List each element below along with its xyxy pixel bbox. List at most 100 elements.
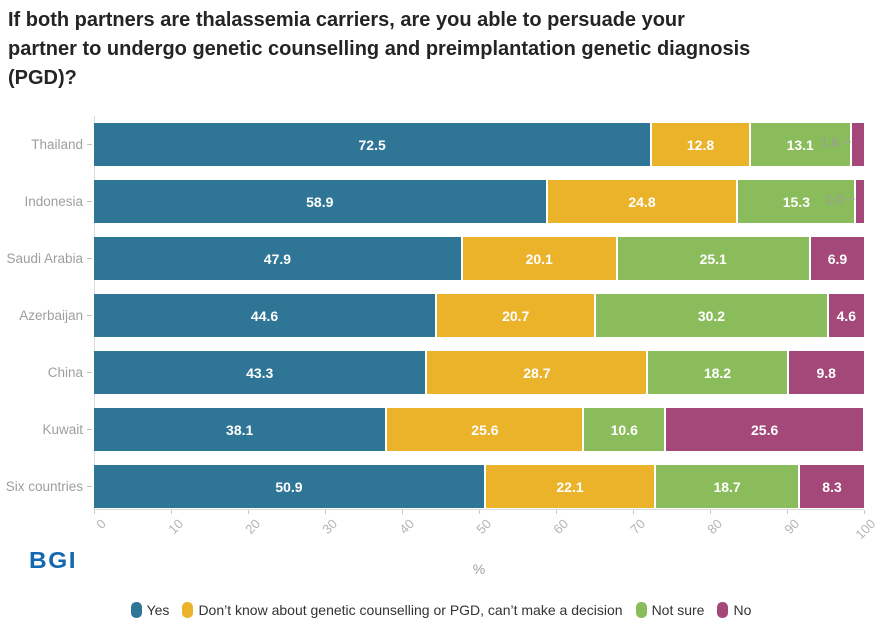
category-label: Saudi Arabia: [0, 237, 92, 280]
x-tick-label: 70: [626, 516, 648, 537]
legend-item: Not sure: [635, 602, 705, 618]
bar-segment: 10.6: [584, 408, 667, 451]
bar-segment: 4.6: [828, 294, 864, 337]
segment-value: 1.0: [825, 191, 844, 207]
x-tick-label: 30: [318, 516, 340, 537]
segment-value: 28.7: [523, 364, 551, 381]
chart-title: If both partners are thalassemia carrier…: [8, 6, 874, 93]
bar-segment: 47.9: [94, 237, 463, 280]
x-tick-label: 10: [164, 516, 186, 537]
category-label-text: Indonesia: [24, 194, 83, 209]
segment-value: 13.1: [786, 136, 814, 153]
segment-value: 10.6: [610, 421, 638, 438]
legend-item: No: [717, 602, 751, 618]
category-label: Kuwait: [0, 408, 92, 451]
bar-row: 44.6 20.7 30.2 4.6: [94, 294, 864, 337]
segment-value: 25.6: [751, 421, 779, 438]
bar-segment: 13.1: [750, 123, 852, 166]
x-axis: % 0 10 20 30 40 50 60 70 80 90 100: [93, 509, 879, 599]
legend-label: Don’t know about genetic counselling or …: [198, 602, 623, 618]
segment-value: 30.2: [697, 307, 726, 324]
bgi-logo: BGI: [29, 547, 78, 573]
leader-line: [846, 198, 856, 200]
category-tick: [87, 486, 92, 487]
segment-value: 15.3: [782, 193, 810, 210]
segment-value: 12.8: [686, 136, 715, 153]
bar-segment: 25.6: [666, 408, 864, 451]
x-tick: [325, 510, 326, 514]
x-tick-label: 80: [703, 516, 725, 537]
category-label-text: Thailand: [31, 137, 83, 152]
legend-label: No: [733, 602, 752, 618]
bar-segment: 22.1: [485, 465, 657, 508]
bar-segment: 72.5: [94, 123, 653, 166]
bar-segment: 9.8: [788, 351, 864, 394]
category-label: Thailand: [0, 123, 92, 166]
bar-segment: 18.7: [656, 465, 801, 508]
category-label: Indonesia: [0, 180, 92, 223]
category-tick: [87, 315, 92, 316]
bar-row: 47.9 20.1 25.1 6.9: [94, 237, 864, 280]
category-label-text: China: [47, 365, 83, 380]
x-tick: [787, 510, 788, 514]
segment-value: 18.2: [703, 364, 732, 381]
segment-value: 4.6: [836, 307, 857, 324]
bar-segment: 44.6: [94, 294, 438, 337]
segment-value: 9.8: [816, 364, 836, 381]
segment-value: 20.7: [502, 307, 530, 324]
bar-segment: 20.7: [437, 294, 597, 337]
segment-value: 18.7: [713, 478, 741, 495]
x-tick: [402, 510, 403, 514]
legend-label: Not sure: [651, 602, 705, 618]
segment-value: 24.8: [628, 193, 656, 210]
x-tick: [94, 510, 95, 514]
category-label-text: Saudi Arabia: [6, 251, 83, 266]
legend-swatch: [635, 602, 647, 618]
bar-segment: 15.3: [738, 180, 857, 223]
x-tick: [710, 510, 711, 514]
bar-segment: 50.9: [94, 465, 486, 508]
outside-value-label: 1.6: [821, 135, 851, 150]
segment-value: 72.5: [358, 136, 386, 153]
category-label-text: Kuwait: [42, 422, 83, 437]
bar-segment: 58.9: [94, 180, 548, 223]
category-label-text: Azerbaijan: [19, 308, 83, 323]
legend-swatch: [182, 602, 194, 618]
bar-row: 72.5 12.8 13.1 1.6: [94, 123, 864, 166]
segment-value: 44.6: [250, 307, 279, 324]
x-tick: [248, 510, 249, 514]
segment-value: 50.9: [275, 478, 303, 495]
bar-segment: 6.9: [810, 237, 864, 280]
segment-value: 1.6: [820, 134, 839, 150]
category-tick: [87, 372, 92, 373]
x-tick-label: 100: [852, 516, 879, 542]
bar-segment: 1.6: [821, 123, 864, 166]
segment-value: 47.9: [263, 250, 292, 267]
bar-segment: 25.6: [387, 408, 585, 451]
bar-segment: 1.0: [825, 180, 864, 223]
outside-value-label: 1.0: [825, 191, 856, 207]
plot-area: 72.5 12.8 13.1 1.6 58.9 24.8 15.3 1.0 47.9 20.1 25…: [94, 123, 864, 508]
bar-segment: 8.3: [800, 465, 864, 508]
segment-value: 8.3: [822, 478, 842, 495]
chart-title-line2: partner to undergo genetic counselling a…: [8, 38, 751, 60]
bar-segment: 30.2: [596, 294, 829, 337]
x-axis-line: [94, 509, 864, 510]
bar-segment: 43.3: [94, 351, 428, 394]
category-tick: [87, 201, 92, 202]
bar-segment: 24.8: [547, 180, 739, 223]
x-tick: [864, 510, 865, 514]
segment-value: 38.1: [226, 421, 254, 438]
bar-segment: 28.7: [427, 351, 649, 394]
x-axis-unit-label: %: [472, 561, 486, 577]
category-label: China: [0, 351, 92, 394]
x-tick: [171, 510, 172, 514]
x-tick-label: 60: [549, 516, 571, 537]
segment-value: 43.3: [246, 364, 274, 381]
bar-segment: 20.1: [462, 237, 618, 280]
legend-item: Don’t know about genetic counselling or …: [182, 602, 623, 618]
segment-value: 22.1: [556, 478, 584, 495]
legend: Yes Don’t know about genetic counselling …: [0, 602, 882, 618]
bar-segment: 12.8: [652, 123, 751, 166]
